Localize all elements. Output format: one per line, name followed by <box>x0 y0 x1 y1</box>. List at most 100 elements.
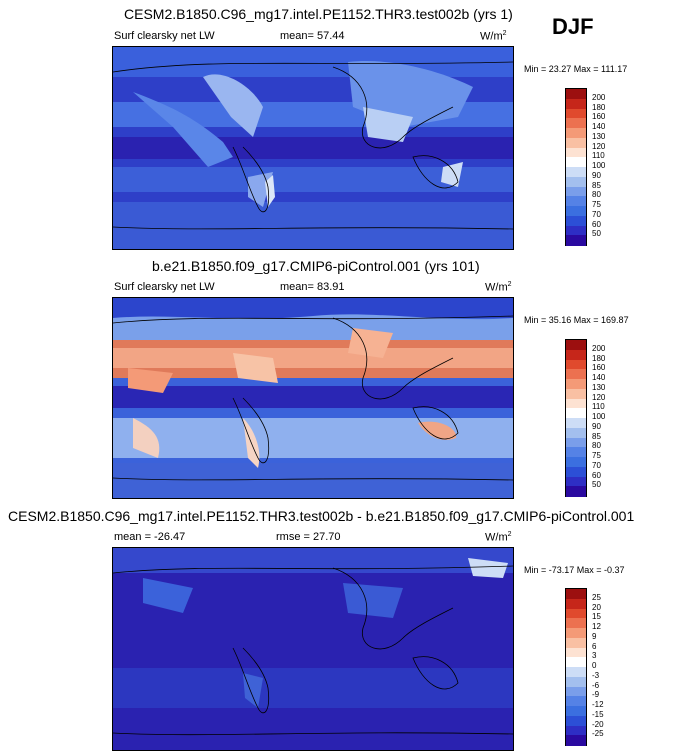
panel1-map <box>112 46 514 250</box>
colorbar-bin <box>566 706 586 717</box>
colorbar-bin <box>566 118 586 129</box>
colorbar-tick-label: 130 <box>592 131 606 141</box>
colorbar-bin <box>566 437 586 448</box>
colorbar-tick-label: 20 <box>592 602 601 612</box>
colorbar-tick-label: -15 <box>592 709 604 719</box>
panel1-colorbar <box>565 88 587 246</box>
colorbar-bin <box>566 176 586 187</box>
colorbar-tick-label: 70 <box>592 460 601 470</box>
colorbar-bin <box>566 398 586 409</box>
colorbar-bin <box>566 647 586 658</box>
colorbar-bin <box>566 676 586 687</box>
colorbar-tick-label: 75 <box>592 451 601 460</box>
panel2-title: b.e21.B1850.f09_g17.CMIP6-piControl.001 … <box>152 258 480 274</box>
colorbar-tick-label: 60 <box>592 470 601 480</box>
colorbar-bin <box>566 725 586 736</box>
colorbar-bin <box>566 466 586 477</box>
colorbar-tick-label: 80 <box>592 441 601 451</box>
colorbar-bin <box>566 618 586 629</box>
colorbar-bin <box>566 147 586 158</box>
panel3-colorbar <box>565 588 587 746</box>
colorbar-bin <box>566 235 586 246</box>
colorbar-bin <box>566 427 586 438</box>
colorbar-tick-label: 120 <box>592 141 606 151</box>
colorbar-tick-label: -3 <box>592 670 600 680</box>
colorbar-tick-label: 100 <box>592 161 606 170</box>
colorbar-bin <box>566 359 586 370</box>
panel1-minmax: Min = 23.27 Max = 111.17 <box>524 64 628 74</box>
colorbar-bin <box>566 628 586 639</box>
colorbar-bin <box>566 657 586 668</box>
colorbar-tick-label: 160 <box>592 363 606 373</box>
colorbar-bin <box>566 715 586 726</box>
colorbar-bin <box>566 157 586 168</box>
colorbar-tick-label: 75 <box>592 200 601 209</box>
colorbar-tick-label: 90 <box>592 170 601 180</box>
colorbar-bin <box>566 349 586 360</box>
panel3-units: W/m2 <box>485 531 512 544</box>
panel3-rmse: rmse = 27.70 <box>276 531 341 543</box>
colorbar-tick-label: -6 <box>592 680 600 690</box>
panel2-variable: Surf clearsky net LW <box>114 281 215 293</box>
panel2-colorbar <box>565 339 587 497</box>
colorbar-tick-label: 160 <box>592 112 606 122</box>
colorbar-bin <box>566 206 586 217</box>
colorbar-tick-label: 6 <box>592 641 597 651</box>
colorbar-tick-label: 120 <box>592 392 606 402</box>
colorbar-tick-label: 140 <box>592 373 606 382</box>
colorbar-tick-label: 80 <box>592 190 601 200</box>
colorbar-tick-label: 200 <box>592 343 606 353</box>
colorbar-tick-label: 200 <box>592 92 606 102</box>
colorbar-tick-label: 0 <box>592 661 597 670</box>
colorbar-bin <box>566 186 586 197</box>
colorbar-tick-label: 180 <box>592 102 606 112</box>
colorbar-tick-label: 85 <box>592 180 601 190</box>
colorbar-tick-label: 110 <box>592 151 605 161</box>
colorbar-bin <box>566 340 586 351</box>
colorbar-bin <box>566 686 586 697</box>
colorbar-bin <box>566 379 586 390</box>
colorbar-tick-label: -20 <box>592 719 604 729</box>
colorbar-tick-label: 3 <box>592 651 597 661</box>
colorbar-tick-label: 130 <box>592 382 606 392</box>
colorbar-bin <box>566 388 586 399</box>
colorbar-tick-label: -25 <box>592 729 604 739</box>
colorbar-bin <box>566 418 586 429</box>
colorbar-tick-label: -9 <box>592 690 600 700</box>
panel2-units: W/m2 <box>485 281 512 294</box>
colorbar-bin <box>566 225 586 236</box>
colorbar-tick-label: 12 <box>592 622 601 631</box>
colorbar-bin <box>566 608 586 619</box>
colorbar-tick-label: 9 <box>592 631 597 641</box>
colorbar-tick-label: 25 <box>592 592 601 602</box>
colorbar-bin <box>566 215 586 226</box>
colorbar-tick-label: 140 <box>592 122 606 131</box>
panel1-variable: Surf clearsky net LW <box>114 30 215 42</box>
colorbar-bin <box>566 89 586 100</box>
colorbar-bin <box>566 486 586 497</box>
colorbar-tick-label: 60 <box>592 219 601 229</box>
colorbar-bin <box>566 447 586 458</box>
colorbar-bin <box>566 408 586 419</box>
colorbar-tick-label: 15 <box>592 612 601 622</box>
panel3-mean: mean = -26.47 <box>114 531 186 543</box>
colorbar-bin <box>566 637 586 648</box>
panel3-minmax: Min = -73.17 Max = -0.37 <box>524 565 625 575</box>
panel1-units: W/m2 <box>480 30 507 43</box>
colorbar-bin <box>566 598 586 609</box>
colorbar-tick-label: -12 <box>592 700 604 709</box>
colorbar-bin <box>566 369 586 380</box>
colorbar-bin <box>566 137 586 148</box>
panel2-minmax: Min = 35.16 Max = 169.87 <box>524 315 629 325</box>
colorbar-tick-label: 180 <box>592 353 606 363</box>
colorbar-tick-label: 90 <box>592 421 601 431</box>
colorbar-tick-label: 50 <box>592 229 601 239</box>
season-label: DJF <box>552 14 594 39</box>
panel2-map <box>112 297 514 499</box>
panel2-mean: mean= 83.91 <box>280 281 345 293</box>
panel1-mean: mean= 57.44 <box>280 30 345 42</box>
colorbar-tick-label: 50 <box>592 480 601 490</box>
colorbar-tick-label: 70 <box>592 209 601 219</box>
colorbar-tick-label: 100 <box>592 412 606 421</box>
colorbar-bin <box>566 589 586 600</box>
